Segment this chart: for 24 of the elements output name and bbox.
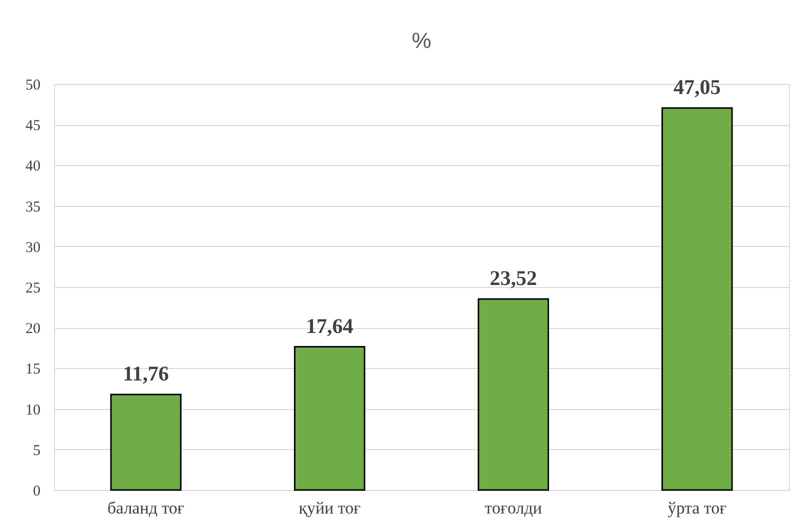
y-tick-label: 40 [26,158,40,175]
bar [478,298,550,491]
bar [661,107,733,491]
data-label: 47,05 [674,74,721,99]
data-label: 11,76 [122,362,169,386]
data-label: 17,64 [306,314,354,338]
x-tick-label: қуйи тоғ [298,498,361,518]
y-tick-label: 45 [26,118,40,134]
y-tick-label: 15 [26,362,40,378]
y-tick-label: 25 [26,280,40,296]
chart-title: % [412,28,432,53]
y-tick-label: 20 [26,321,40,338]
y-tick-label: 50 [26,78,40,94]
bar [294,346,366,491]
x-tick-label: баланд тоғ [107,498,184,518]
y-tick-label: 0 [33,484,40,500]
y-tick-label: 35 [26,199,40,216]
y-tick-label: 5 [33,442,40,459]
x-tick-label: ўрта тоғ [668,498,727,518]
x-tick-label: тоғолди [484,498,542,518]
data-label: 23,52 [490,266,537,290]
y-tick-label: 10 [26,402,40,418]
bar [110,394,182,491]
y-tick-label: 30 [26,240,40,256]
